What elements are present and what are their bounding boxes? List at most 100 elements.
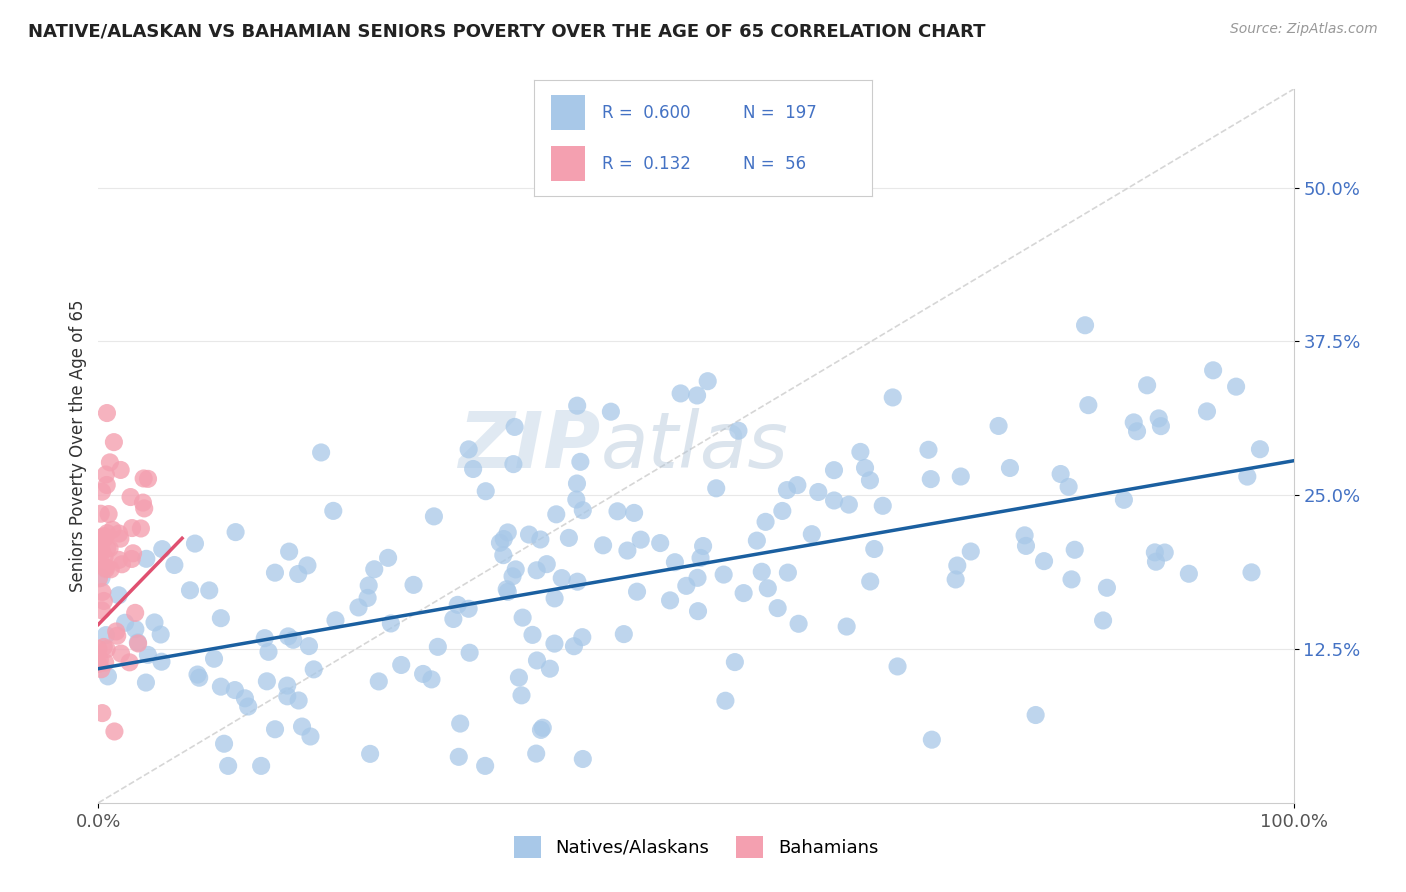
Point — [449, 716, 471, 731]
Point — [1060, 573, 1083, 587]
Point — [114, 615, 136, 630]
Point — [1195, 404, 1218, 418]
Point — [107, 588, 129, 602]
Point — [179, 583, 201, 598]
Point — [97, 507, 120, 521]
Point — [1122, 416, 1144, 430]
Point — [135, 551, 157, 566]
Point — [264, 723, 287, 737]
Point — [626, 584, 648, 599]
Point — [105, 624, 128, 639]
Point — [90, 544, 112, 558]
Point — [463, 462, 485, 476]
Point — [1025, 708, 1047, 723]
Point — [1136, 378, 1159, 392]
Point — [100, 562, 122, 576]
Point — [121, 521, 143, 535]
Point — [238, 699, 260, 714]
Point — [363, 562, 385, 576]
Point — [689, 551, 711, 566]
Point — [562, 639, 585, 653]
Point — [558, 531, 581, 545]
Point — [526, 653, 548, 667]
Y-axis label: Seniors Poverty Over the Age of 65: Seniors Poverty Over the Age of 65 — [69, 300, 87, 592]
Point — [256, 674, 278, 689]
Point — [278, 544, 301, 558]
Point — [1178, 566, 1201, 581]
Point — [517, 527, 540, 541]
Point — [149, 627, 172, 641]
Point — [756, 581, 779, 595]
Point — [412, 667, 434, 681]
Point — [599, 405, 621, 419]
Point — [105, 629, 128, 643]
Point — [380, 616, 402, 631]
Point — [90, 543, 112, 558]
Point — [713, 567, 735, 582]
Point — [786, 478, 808, 492]
Point — [224, 683, 246, 698]
Point — [93, 640, 115, 654]
Point — [1150, 419, 1173, 434]
Point — [572, 752, 595, 766]
Point — [565, 492, 588, 507]
Point — [859, 574, 882, 589]
Point — [90, 571, 112, 585]
Point — [686, 604, 709, 618]
Point — [664, 555, 686, 569]
Point — [755, 515, 778, 529]
Point — [1063, 542, 1085, 557]
Point — [447, 749, 470, 764]
Point — [124, 606, 146, 620]
Point — [322, 504, 344, 518]
Point — [367, 674, 389, 689]
Point — [1240, 566, 1263, 580]
Point — [287, 693, 309, 707]
Point — [529, 533, 551, 547]
Point — [623, 506, 645, 520]
Point — [776, 566, 799, 580]
Point — [127, 635, 149, 649]
Point — [89, 542, 111, 557]
Point — [212, 737, 235, 751]
Text: R =  0.600: R = 0.600 — [602, 103, 690, 121]
Point — [103, 435, 125, 450]
Point — [132, 495, 155, 509]
Point — [835, 619, 858, 633]
Point — [120, 490, 142, 504]
Point — [309, 445, 332, 459]
Point — [1202, 363, 1225, 377]
Point — [1092, 614, 1115, 628]
Point — [257, 645, 280, 659]
Point — [530, 723, 553, 737]
Point — [496, 584, 519, 599]
Point — [457, 601, 479, 615]
Point — [474, 759, 496, 773]
Point — [838, 498, 860, 512]
Point — [1014, 528, 1036, 542]
Point — [94, 656, 117, 670]
Text: Source: ZipAtlas.com: Source: ZipAtlas.com — [1230, 22, 1378, 37]
Point — [110, 463, 132, 477]
Point — [616, 543, 638, 558]
Point — [97, 669, 120, 683]
Point — [492, 548, 515, 562]
Point — [1049, 467, 1071, 481]
Point — [1249, 442, 1271, 457]
Point — [546, 508, 568, 522]
Text: N =  56: N = 56 — [744, 155, 807, 173]
Point — [291, 720, 314, 734]
Point — [766, 601, 789, 615]
Text: NATIVE/ALASKAN VS BAHAMIAN SENIORS POVERTY OVER THE AGE OF 65 CORRELATION CHART: NATIVE/ALASKAN VS BAHAMIAN SENIORS POVER… — [28, 22, 986, 40]
Point — [863, 541, 886, 556]
Point — [745, 533, 768, 548]
Point — [402, 578, 425, 592]
Point — [551, 571, 574, 585]
Point — [297, 558, 319, 573]
Point — [859, 474, 882, 488]
Point — [606, 504, 628, 518]
Point — [1015, 539, 1038, 553]
Point — [143, 615, 166, 630]
Point — [571, 630, 593, 644]
Point — [110, 647, 132, 661]
